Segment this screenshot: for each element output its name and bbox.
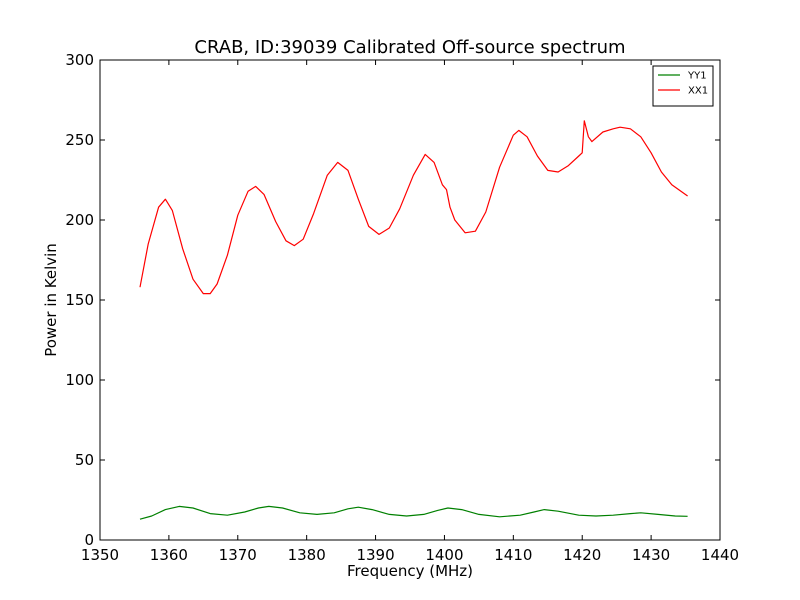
y-axis-ticks: 0 50 100 150 200 250 300 [65, 51, 720, 549]
series-layer [139, 120, 688, 520]
x-tick-label: 1370 [219, 546, 257, 564]
x-tick-label: 1390 [356, 546, 394, 564]
y-tick-label: 150 [65, 291, 94, 309]
y-tick-label: 250 [65, 131, 94, 149]
series-line-xx1 [139, 120, 688, 295]
x-tick-label: 1440 [701, 546, 739, 564]
y-tick-label: 0 [84, 531, 94, 549]
x-tick-label: 1430 [632, 546, 670, 564]
x-axis-label: Frequency (MHz) [347, 562, 473, 580]
x-tick-label: 1380 [288, 546, 326, 564]
chart-title: CRAB, ID:39039 Calibrated Off-source spe… [194, 37, 625, 58]
x-tick-label: 1420 [563, 546, 601, 564]
legend-label-yy1: YY1 [687, 71, 707, 82]
legend-label-xx1: XX1 [688, 86, 708, 97]
x-tick-label: 1350 [81, 546, 119, 564]
y-tick-label: 300 [65, 51, 94, 69]
series-line-yy1 [139, 505, 688, 520]
x-tick-label: 1360 [150, 546, 188, 564]
x-tick-label: 1410 [494, 546, 532, 564]
x-axis-ticks: 1350 1360 1370 1380 1390 1400 1410 1420 1430 1440 [81, 60, 739, 564]
legend-box [652, 65, 714, 107]
y-tick-label: 200 [65, 211, 94, 229]
x-tick-label: 1400 [425, 546, 463, 564]
y-tick-label: 100 [65, 371, 94, 389]
y-tick-label: 50 [75, 451, 94, 469]
y-axis-label: Power in Kelvin [42, 243, 60, 357]
